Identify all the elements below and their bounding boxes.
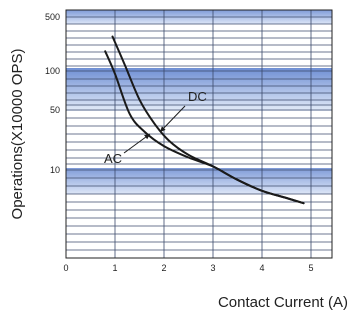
x-tick-labels: 0 1 2 3 4 5 (63, 263, 313, 273)
y-tick-10: 10 (50, 165, 60, 175)
y-axis-label: Operations(X10000 OPS) (9, 49, 26, 220)
plot-background (66, 10, 332, 194)
series-labels: DC AC (104, 89, 207, 166)
x-tick-5: 5 (308, 263, 313, 273)
series-ac-line (104, 50, 305, 205)
x-tick-0: 0 (63, 263, 68, 273)
y-tick-500: 500 (45, 12, 60, 22)
y-tick-labels: 500 100 50 10 (45, 12, 60, 175)
series-layer (104, 35, 305, 205)
y-tick-50: 50 (50, 105, 60, 115)
band-100-50 (66, 68, 332, 111)
x-axis-label: Contact Current (A) (218, 294, 348, 311)
horizontal-grid (66, 16, 332, 251)
plot-frame (65, 9, 333, 259)
series-dc-leader (159, 105, 186, 133)
series-dc-label: DC (188, 89, 207, 104)
x-tick-1: 1 (112, 263, 117, 273)
x-tick-4: 4 (259, 263, 264, 273)
series-ac-label: AC (104, 151, 122, 166)
y-tick-100: 100 (45, 66, 60, 76)
series-ac-arrowhead (144, 134, 150, 140)
x-tick-2: 2 (161, 263, 166, 273)
band-10 (66, 168, 332, 194)
vertical-grid (114, 10, 312, 258)
series-dc-arrowhead (160, 126, 166, 132)
x-tick-3: 3 (210, 263, 215, 273)
